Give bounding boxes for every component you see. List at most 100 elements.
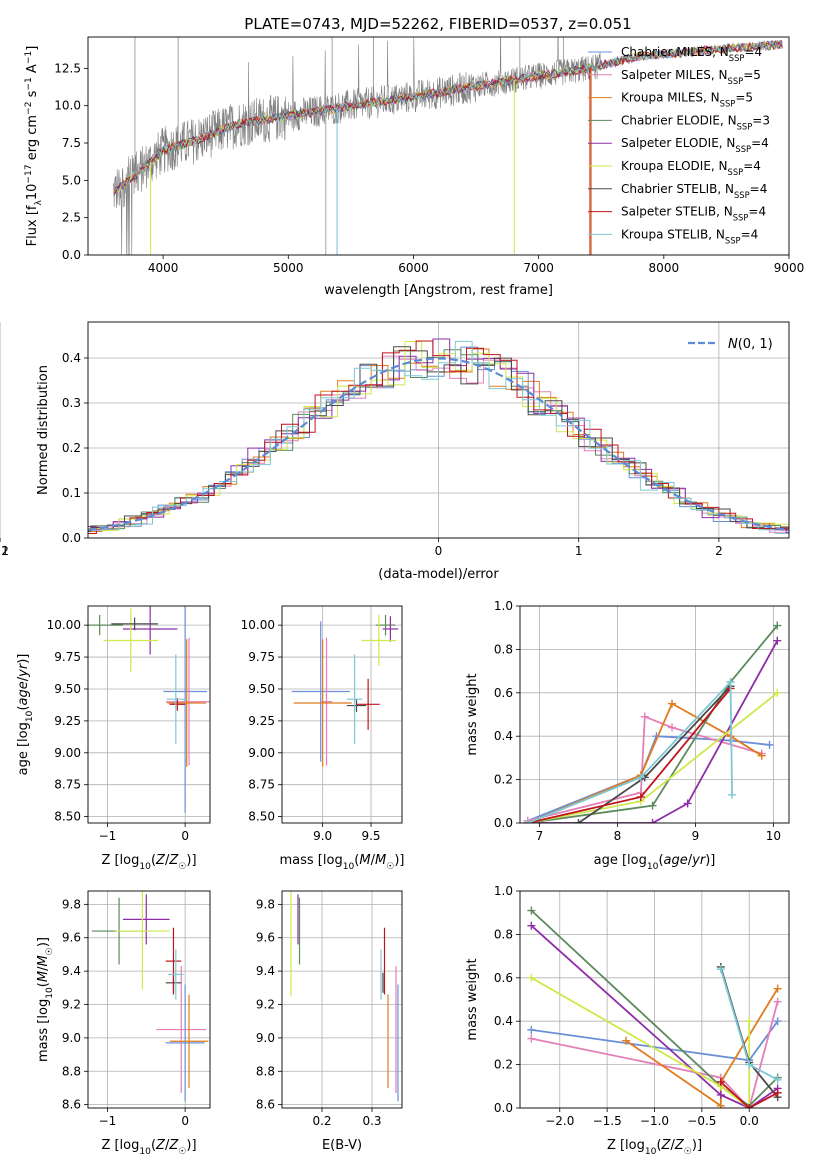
axes-weight-age: 7 8 9 10 0.0 0.2 0.4 0.6 0.8 1.0 age [log10(age/yr… [465,599,790,872]
weight-marker [716,1090,725,1099]
y-axis-label: mass weight [465,673,480,755]
tick-label-y: 9.8 [256,897,275,911]
tick-label-x: 0 [435,544,443,558]
tick-label-y: 0.4 [494,1014,513,1028]
tick-label-y: 0.0 [62,248,81,262]
weight-line-5 [530,977,751,1108]
tick-label-y: 9.25 [54,714,81,728]
weight-marker [726,677,735,686]
tick-label-x: −1.5 [593,1114,622,1128]
tick-label-y: 8.50 [248,810,275,824]
weight-marker [640,712,649,721]
tick-label-x: 9000 [774,261,805,275]
axes-mass-EBV: 0.2 0.3 8.6 8.8 9.0 9.2 9.4 9.6 9.8 E(B-V) [256,890,403,1153]
weight-marker [648,819,657,823]
axes-residuals: −2−1 0 1 2 0.0 0.1 0.2 0.3 0.4 N(0, 1) (data-model… [0,321,790,582]
tick-label-y: 8.6 [256,1098,275,1112]
y-axis-label: Flux [fλ10−17 erg cm−2 s−1 A−1] [24,46,44,247]
tick-label-y: 9.0 [62,1031,81,1045]
tick-label-y: 9.50 [248,682,275,696]
weight-marker [757,751,766,760]
model-fit-6 [114,39,783,196]
weight-line-4 [527,640,779,823]
y-axis-label: mass weight [465,958,480,1040]
tick-label-y: 0.2 [494,773,513,787]
x-axis-label: E(B-V) [322,1138,362,1153]
plot-area-residuals [88,338,789,534]
tick-label-y: 12.5 [54,61,81,75]
tick-label-y: 9.6 [62,931,81,945]
legend-spectrum: Chabrier MILES, NSSP=4 Salpeter MILES, NS… [588,45,770,245]
tick-label-y: 0.2 [62,441,81,455]
frame-mass-Z [87,890,211,1109]
x-axis-label: (data-model)/error [378,567,499,582]
weight-line-8 [527,679,733,823]
tick-label-y: 9.2 [62,998,81,1012]
residual-histogram-8 [88,340,789,534]
tick-label-y: 8.75 [54,778,81,792]
gaussian-curve [88,357,789,532]
axes-spectrum: 4000 5000 6000 7000 8000 9000 0.0 2.5 5.0 7.5 10.0… [24,36,805,298]
weight-marker [773,1017,782,1026]
weight-marker [683,799,692,808]
legend-entry-7: Salpeter STELIB, NSSP=4 [621,205,766,223]
weight-marker [773,997,782,1006]
frame-age-Z [87,605,211,824]
tick-label-x: 6000 [398,261,429,275]
legend-entry-1: Salpeter MILES, NSSP=5 [621,68,761,86]
tick-label-x: 10 [766,829,781,843]
tick-label-x: 0 [181,1114,189,1128]
tick-label-y: 5.0 [62,173,81,187]
tick-label-y: 0.8 [494,927,513,941]
tick-label-y: 9.00 [248,746,275,760]
plot-area-mass-EBV [290,891,399,1102]
legend-entry-4: Salpeter ELODIE, NSSP=4 [621,136,769,154]
legend-gaussian: N(0, 1) [728,337,773,352]
residual-histogram-4 [88,338,789,533]
weight-marker [716,1077,725,1086]
legend-entry-5: Kroupa ELODIE, NSSP=4 [621,159,761,177]
weight-marker [745,1104,754,1108]
tick-label-y: 9.2 [256,998,275,1012]
axes-age-mass: 9.0 9.5 8.50 8.75 9.00 9.25 9.50 9.75 10.00 mass … [241,605,405,872]
tick-label-y: 9.4 [256,964,275,978]
plot-area-spectrum [112,37,784,255]
tick-label-x: 7000 [523,261,554,275]
weight-line-7 [720,1081,779,1108]
frame-weight-age [519,605,790,824]
residual-histogram-0 [88,346,789,532]
weight-marker [773,1088,782,1097]
tick-label-x: 0.0 [740,1114,759,1128]
legend-entry-0: Chabrier MILES, NSSP=4 [621,45,762,63]
weight-marker [773,688,782,697]
legend-entry-6: Chabrier STELIB, NSSP=4 [621,182,767,200]
tick-label-y: 0.0 [62,531,81,545]
axes-mass-Z: −1 0 8.6 8.8 9.0 9.2 9.4 9.6 9.8 Z [log10(Z/Z☉)] m… [36,890,211,1157]
weight-marker [773,621,782,630]
tick-label-y: 9.75 [248,650,275,664]
weight-marker [745,1060,754,1069]
tick-label-x: 8000 [649,261,680,275]
weight-marker [668,723,677,732]
tick-label-x: −2.0 [545,1114,574,1128]
tick-label-y: 8.75 [248,778,275,792]
legend-entry-2: Kroupa MILES, NSSP=5 [621,91,753,109]
weight-marker [636,773,645,782]
weight-marker [527,1034,536,1043]
weight-marker [527,1025,536,1034]
tick-label-x: 8 [614,829,622,843]
tick-label-x: 9 [692,829,700,843]
weight-marker [527,921,536,930]
tick-label-y: 9.0 [256,1031,275,1045]
tick-label-y: 0.4 [62,351,81,365]
tick-label-y: 9.4 [62,964,81,978]
tick-label-y: 0.8 [494,642,513,656]
weight-marker [716,1101,725,1108]
tick-label-y: 2.5 [62,211,81,225]
tick-label-x: 9.5 [361,829,380,843]
weight-marker [765,740,774,749]
x-axis-label: Z [log10(Z/Z☉)] [101,853,196,872]
tick-label-y: 9.8 [62,897,81,911]
x-axis-label: age [log10(age/yr)] [594,853,716,872]
x-axis-label: Z [log10(Z/Z☉)] [607,1138,702,1157]
